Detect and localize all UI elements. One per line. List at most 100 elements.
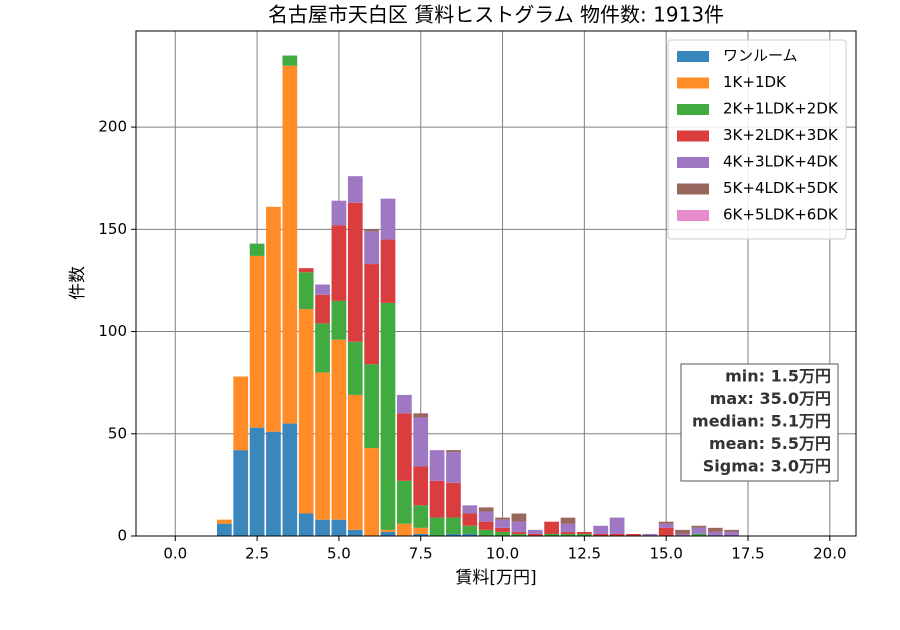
stats-box: min: 1.5万円 max: 35.0万円 median: 5.1万円 mean: …: [680, 363, 839, 482]
stats-frame: [680, 363, 839, 482]
legend: ワンルーム 1K+1DK 2K+1LDK+2DK 3K+2LDK+3DK 4K+3LDK…: [667, 39, 847, 240]
bar: [707, 531, 723, 536]
bar: [380, 239, 396, 303]
bar: [380, 531, 396, 536]
legend-label: 3K+2LDK+3DK: [723, 126, 839, 144]
bar: [380, 302, 396, 530]
bar: [364, 264, 379, 365]
bar: [282, 423, 298, 536]
bar: [560, 523, 576, 532]
bar: [429, 450, 445, 481]
bar: [560, 533, 576, 536]
bar: [380, 198, 396, 240]
bar: [347, 176, 363, 203]
legend-swatch: [677, 157, 709, 168]
bar: [397, 394, 412, 414]
bar: [462, 513, 478, 526]
bar: [560, 531, 576, 534]
bar: [315, 519, 330, 536]
bar: [527, 533, 543, 536]
bar: [298, 272, 314, 310]
stats-line: Sigma: 3.0万円: [703, 457, 831, 476]
x-tick-label: 7.5: [409, 545, 433, 563]
bar: [397, 480, 412, 524]
bar: [560, 517, 576, 524]
bar: [347, 341, 363, 395]
bar: [478, 529, 494, 536]
bar: [527, 529, 543, 534]
bar: [249, 427, 265, 536]
stats-line: median: 5.1万円: [692, 412, 831, 431]
bar: [347, 394, 363, 530]
stats-line: max: 35.0万円: [710, 389, 831, 408]
bar: [626, 533, 641, 536]
bar: [413, 466, 429, 506]
bar: [478, 511, 494, 522]
bar: [658, 523, 674, 528]
bar: [511, 521, 527, 532]
bar: [266, 206, 281, 432]
bar: [282, 65, 298, 424]
bar: [217, 523, 232, 536]
chart-title: 名古屋市天白区 賃料ヒストグラム 物件数: 1913件: [268, 3, 724, 27]
x-tick-label: 12.5: [568, 545, 601, 563]
stats-line: min: 1.5万円: [725, 367, 831, 386]
bar: [658, 527, 674, 536]
bar: [315, 294, 330, 324]
bar: [331, 200, 347, 226]
bar: [364, 229, 379, 232]
bar: [724, 531, 739, 536]
bar: [315, 372, 330, 520]
bar: [364, 231, 379, 265]
bar: [364, 448, 379, 536]
bar: [544, 521, 559, 534]
legend-swatch: [677, 183, 709, 195]
bar: [413, 527, 429, 534]
x-tick-label: 15.0: [649, 545, 682, 563]
legend-swatch: [677, 104, 709, 115]
bar: [675, 529, 690, 534]
bar: [347, 529, 363, 536]
bar: [397, 413, 412, 481]
legend-swatch: [677, 130, 709, 142]
bar: [282, 55, 298, 66]
bar: [593, 533, 609, 536]
bar: [495, 527, 510, 532]
bar: [364, 364, 379, 449]
bar: [249, 255, 265, 428]
legend-swatch: [677, 210, 709, 221]
stats-line: mean: 5.5万円: [709, 434, 831, 453]
y-tick-label: 200: [98, 118, 127, 136]
x-tick-label: 2.5: [245, 545, 269, 563]
legend-swatch: [677, 77, 709, 89]
bar: [298, 309, 314, 514]
legend-label: 4K+3LDK+4DK: [723, 153, 839, 171]
legend-label: 1K+1DK: [723, 73, 787, 91]
bar: [331, 300, 347, 340]
plot-frame: [135, 30, 857, 537]
bar: [413, 533, 429, 536]
bar: [217, 519, 232, 524]
bar: [642, 533, 658, 536]
bar: [462, 525, 478, 534]
legend-swatch: [677, 51, 709, 62]
bar: [397, 523, 412, 536]
bar: [462, 533, 478, 536]
bar: [429, 517, 445, 536]
bar: [446, 452, 461, 483]
bar: [609, 517, 625, 534]
bar: [446, 450, 461, 453]
bar: [413, 413, 429, 418]
y-axis-label: 件数: [68, 266, 88, 300]
bar: [495, 519, 510, 528]
bar: [266, 431, 281, 536]
bar: [315, 284, 330, 295]
x-tick-label: 0.0: [163, 545, 187, 563]
bar: [691, 525, 707, 528]
legend-box: [667, 39, 847, 240]
legend-label: ワンルーム: [723, 47, 798, 65]
y-tick-label: 100: [98, 322, 127, 340]
bar: [593, 525, 609, 534]
bar: [249, 243, 265, 256]
